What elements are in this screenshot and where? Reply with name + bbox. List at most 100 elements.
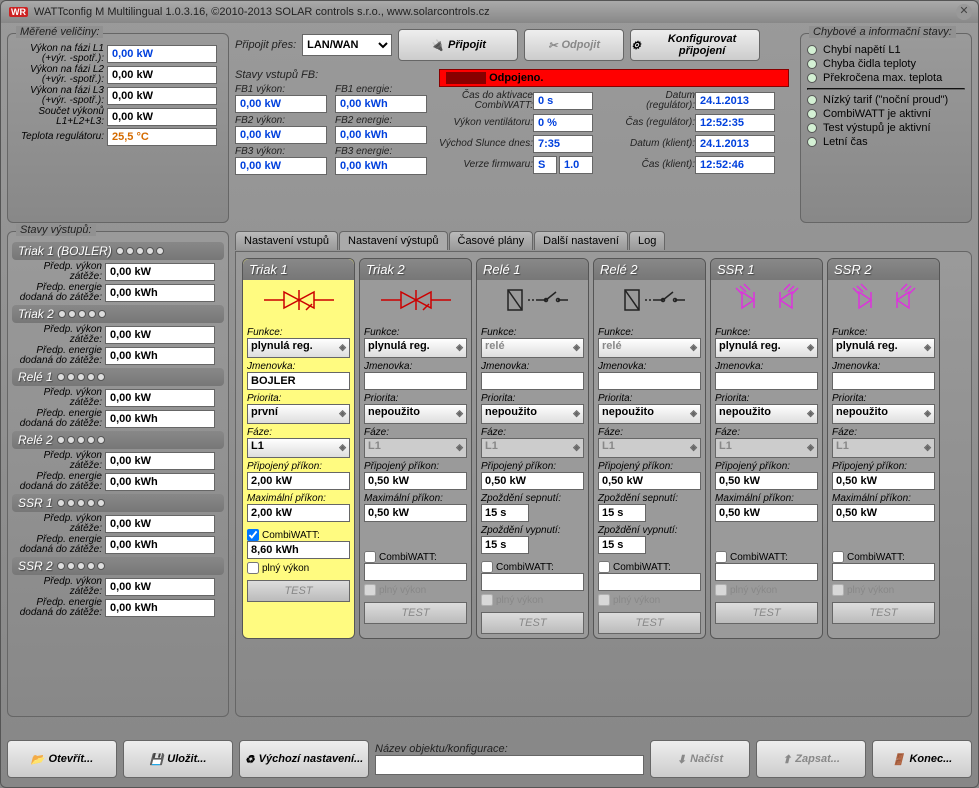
disconnect-button[interactable]: ✂ Odpojit: [524, 29, 624, 61]
save-button[interactable]: 💾Uložit...: [123, 740, 233, 778]
test-button[interactable]: TEST: [832, 602, 935, 624]
phase-select[interactable]: L1: [481, 438, 584, 458]
disconnected-bar: Odpojeno.: [439, 69, 789, 87]
connect-button[interactable]: 🔌 Připojit: [398, 29, 518, 61]
full-power-check[interactable]: plný výkon: [832, 584, 935, 596]
end-button[interactable]: 🚪Konec...: [872, 740, 972, 778]
phase-select[interactable]: L1: [247, 438, 350, 458]
max-power-input[interactable]: [832, 504, 935, 522]
combiwatt-check[interactable]: CombiWATT:: [247, 529, 350, 541]
function-select[interactable]: plynulá reg.: [832, 338, 935, 358]
tab-1[interactable]: Nastavení výstupů: [339, 231, 448, 250]
outputs-config-area: Nastavení vstupůNastavení výstupůČasové …: [235, 231, 972, 717]
status-dot-icon: [807, 59, 817, 69]
combiwatt-check[interactable]: CombiWATT:: [364, 551, 467, 563]
connect-via-select[interactable]: LAN/WAN: [302, 34, 392, 56]
ssr-icon: [828, 282, 939, 318]
priority-select[interactable]: nepoužito: [598, 404, 701, 424]
label-input[interactable]: [598, 372, 701, 390]
label-input[interactable]: [481, 372, 584, 390]
status-panel: Odpojeno. Čas do aktivace CombiWATT:0 sV…: [439, 69, 789, 177]
phase-select[interactable]: L1: [832, 438, 935, 458]
max-power-input[interactable]: [364, 504, 467, 522]
test-button[interactable]: TEST: [364, 602, 467, 624]
triak-icon: [360, 282, 471, 318]
combiwatt-value-input[interactable]: [481, 573, 584, 591]
full-power-check[interactable]: plný výkon: [598, 594, 701, 606]
open-button[interactable]: 📂Otevřít...: [7, 740, 117, 778]
output-column: SSR 2 Funkce: plynulá reg. Jmenovka: Pri…: [827, 258, 940, 639]
connected-power-input[interactable]: [598, 472, 701, 490]
connected-power-input[interactable]: [832, 472, 935, 490]
output-state-header: SSR 2: [12, 557, 224, 575]
output-col-header: SSR 1: [711, 259, 822, 280]
combiwatt-check[interactable]: CombiWATT:: [598, 561, 701, 573]
output-column: Triak 2 Funkce: plynulá reg. Jmenovka: P…: [359, 258, 472, 639]
priority-select[interactable]: nepoužito: [364, 404, 467, 424]
upload-icon: ⬆: [782, 753, 791, 766]
priority-select[interactable]: nepoužito: [832, 404, 935, 424]
errors-title: Chybové a informační stavy:: [809, 26, 956, 38]
default-button[interactable]: ♻Výchozí nastavení...: [239, 740, 369, 778]
combiwatt-value-input[interactable]: [364, 563, 467, 581]
priority-select[interactable]: nepoužito: [481, 404, 584, 424]
delay-on-input[interactable]: [598, 504, 646, 522]
rele-icon: [477, 282, 588, 318]
delay-on-input[interactable]: [481, 504, 529, 522]
combiwatt-value-input[interactable]: [832, 563, 935, 581]
info-item: Letní čas: [807, 136, 965, 148]
full-power-check[interactable]: plný výkon: [481, 594, 584, 606]
combiwatt-check[interactable]: CombiWATT:: [715, 551, 818, 563]
connect-via-label: Připojit přes:: [235, 39, 296, 51]
max-power-input[interactable]: [715, 504, 818, 522]
function-select[interactable]: plynulá reg.: [247, 338, 350, 358]
phase-select[interactable]: L1: [364, 438, 467, 458]
test-button[interactable]: TEST: [481, 612, 584, 634]
function-select[interactable]: relé: [598, 338, 701, 358]
function-select[interactable]: plynulá reg.: [364, 338, 467, 358]
priority-select[interactable]: nepoužito: [715, 404, 818, 424]
triak-icon: [243, 282, 354, 318]
test-button[interactable]: TEST: [598, 612, 701, 634]
full-power-check[interactable]: plný výkon: [715, 584, 818, 596]
tab-4[interactable]: Log: [629, 231, 665, 250]
combiwatt-value-input[interactable]: [247, 541, 350, 559]
label-input[interactable]: [715, 372, 818, 390]
configure-button[interactable]: ⚙ Konfigurovat připojení: [630, 29, 760, 61]
test-button[interactable]: TEST: [715, 602, 818, 624]
tab-3[interactable]: Další nastavení: [534, 231, 628, 250]
connected-power-input[interactable]: [364, 472, 467, 490]
label-input[interactable]: [364, 372, 467, 390]
priority-select[interactable]: první: [247, 404, 350, 424]
config-name-input[interactable]: [375, 755, 644, 775]
combiwatt-value-input[interactable]: [715, 563, 818, 581]
output-energy-value: 0,00 kWh: [105, 410, 215, 428]
output-column: Triak 1 Funkce: plynulá reg. Jmenovka: P…: [242, 258, 355, 639]
load-button[interactable]: ⬇Načíst: [650, 740, 750, 778]
function-select[interactable]: relé: [481, 338, 584, 358]
label-input[interactable]: [247, 372, 350, 390]
close-icon[interactable]: ✕: [956, 4, 972, 20]
titlebar: WR WATTconfig M Multilingual 1.0.3.16, ©…: [1, 1, 978, 23]
delay-off-input[interactable]: [598, 536, 646, 554]
write-button[interactable]: ⬆Zapsat...: [756, 740, 866, 778]
connected-power-input[interactable]: [481, 472, 584, 490]
combiwatt-check[interactable]: CombiWATT:: [481, 561, 584, 573]
tab-0[interactable]: Nastavení vstupů: [235, 231, 338, 250]
combiwatt-value-input[interactable]: [598, 573, 701, 591]
connected-power-input[interactable]: [247, 472, 350, 490]
delay-off-input[interactable]: [481, 536, 529, 554]
max-power-input[interactable]: [247, 504, 350, 522]
function-select[interactable]: plynulá reg.: [715, 338, 818, 358]
phase-select[interactable]: L1: [715, 438, 818, 458]
combiwatt-check[interactable]: CombiWATT:: [832, 551, 935, 563]
tab-2[interactable]: Časové plány: [449, 231, 534, 250]
fb-panel: Stavy vstupů FB: FB1 výkon:0,00 kW FB1 e…: [235, 69, 435, 223]
connected-power-input[interactable]: [715, 472, 818, 490]
full-power-check[interactable]: plný výkon: [247, 562, 350, 574]
full-power-check[interactable]: plný výkon: [364, 584, 467, 596]
label-input[interactable]: [832, 372, 935, 390]
phase-select[interactable]: L1: [598, 438, 701, 458]
error-item: Překročena max. teplota: [807, 72, 965, 84]
test-button[interactable]: TEST: [247, 580, 350, 602]
